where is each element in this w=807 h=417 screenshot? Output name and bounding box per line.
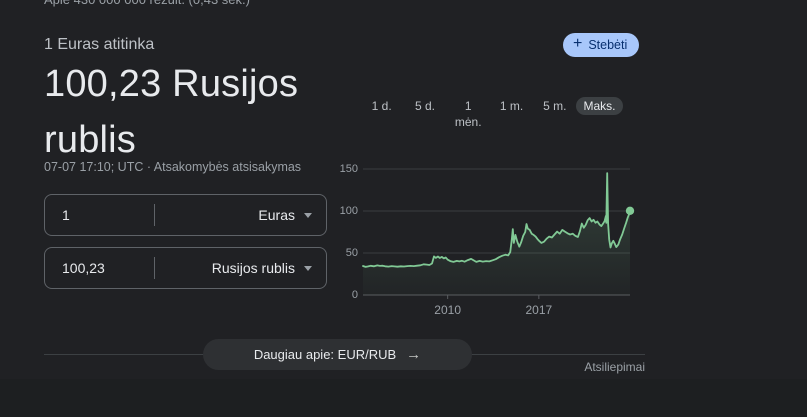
amount-row-from: Euras bbox=[44, 194, 327, 236]
currency-label-to: Rusijos rublis bbox=[211, 260, 295, 276]
meta-separator: · bbox=[143, 160, 154, 174]
y-axis-tick-label: 0 bbox=[351, 289, 358, 301]
chart-area-fill bbox=[363, 173, 630, 295]
tab-range-5y[interactable]: 5 m. bbox=[543, 99, 567, 113]
y-axis-tick-label: 150 bbox=[339, 163, 358, 175]
input-divider bbox=[154, 204, 155, 226]
tab-range-max[interactable]: Maks. bbox=[576, 97, 623, 130]
right-arrow-icon: → bbox=[406, 345, 422, 363]
plus-icon: + bbox=[573, 35, 583, 52]
conversion-result-title: 100,23 Rusijos rublis bbox=[44, 63, 299, 161]
amount-input-from[interactable] bbox=[45, 207, 154, 223]
rate-meta: 07-07 17:10; UTC · Atsakomybės atsisakym… bbox=[44, 160, 301, 174]
amount-input-to[interactable] bbox=[45, 260, 154, 276]
tab-range-5d[interactable]: 5 d. bbox=[414, 99, 435, 113]
chart-line bbox=[362, 172, 631, 268]
x-axis-tick-label: 2017 bbox=[525, 303, 553, 317]
x-axis-tick-label: 2010 bbox=[434, 303, 461, 317]
y-axis-tick-label: 100 bbox=[339, 205, 358, 217]
more-about-label: Daugiau apie: EUR/RUB bbox=[253, 347, 397, 362]
tab-range-1mo[interactable]: 1 mėn. bbox=[454, 99, 482, 129]
chevron-down-icon bbox=[304, 265, 312, 271]
more-about-button[interactable]: Daugiau apie: EUR/RUB → bbox=[203, 339, 472, 370]
tab-range-1y[interactable]: 1 m. bbox=[499, 99, 524, 113]
tab-range-1d[interactable]: 1 d. bbox=[371, 99, 392, 113]
finance-widget-card: Apie 430 000 000 rezult. (0,43 sek.) 1 E… bbox=[44, 0, 645, 374]
follow-button[interactable]: + Stebėti bbox=[563, 33, 640, 57]
currency-select-from[interactable]: Euras bbox=[155, 207, 326, 223]
y-axis-tick-label: 50 bbox=[345, 247, 358, 259]
currency-select-to[interactable]: Rusijos rublis bbox=[155, 260, 326, 276]
feedback-link[interactable]: Atsiliepimai bbox=[584, 360, 645, 374]
amount-row-to: Rusijos rublis bbox=[44, 247, 327, 289]
chart-plot-area[interactable] bbox=[362, 164, 635, 304]
chevron-down-icon bbox=[304, 212, 312, 218]
chart-last-point bbox=[625, 206, 635, 215]
time-range-tabs: 1 d. 5 d. 1 mėn. 1 m. 5 m. Maks. bbox=[360, 97, 623, 130]
disclaimer-link[interactable]: Atsakomybės atsisakymas bbox=[153, 160, 302, 174]
currency-label-from: Euras bbox=[258, 207, 295, 223]
conversion-subtitle: 1 Euras atitinka bbox=[44, 36, 155, 53]
results-stats: Apie 430 000 000 rezult. (0,43 sek.) bbox=[44, 0, 250, 7]
input-divider bbox=[154, 257, 155, 279]
rate-timestamp: 07-07 17:10; UTC bbox=[44, 160, 144, 174]
follow-button-label: Stebėti bbox=[588, 38, 628, 52]
